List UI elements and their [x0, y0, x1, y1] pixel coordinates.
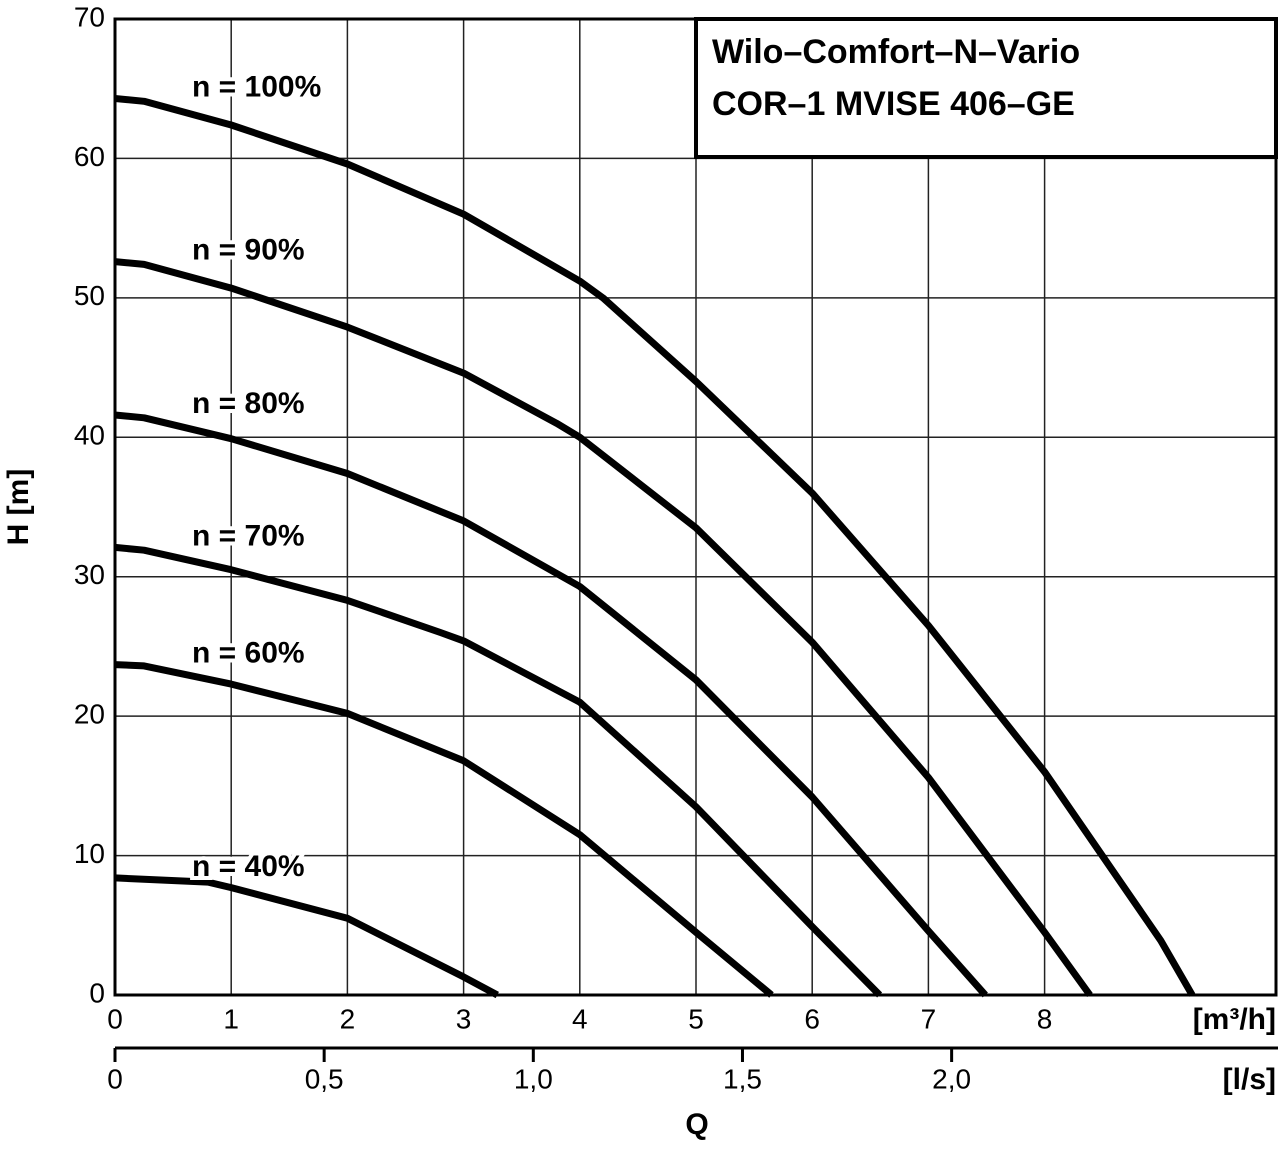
series-label: n = 60%	[192, 636, 305, 669]
series-label: n = 80%	[192, 387, 305, 420]
x-tick-label: 7	[921, 1003, 937, 1034]
x-tick-label: 0	[107, 1003, 123, 1034]
title-line: Wilo–Comfort–N–Vario	[712, 33, 1080, 71]
series-label: n = 100%	[192, 70, 321, 103]
x-tick-label: 3	[456, 1003, 472, 1034]
x2-tick-label: 0	[107, 1063, 123, 1094]
y-tick-label: 20	[74, 699, 105, 730]
y-tick-label: 40	[74, 420, 105, 451]
x-unit-label: [m³/h]	[1193, 1003, 1276, 1036]
curves	[114, 95, 1196, 999]
y-tick-label: 10	[74, 838, 105, 869]
x-tick-label: 5	[688, 1003, 704, 1034]
title-line: COR–1 MVISE 406–GE	[712, 85, 1075, 123]
curve	[114, 543, 883, 998]
x2-tick-label: 1,0	[514, 1063, 553, 1094]
x-tick-label: 2	[340, 1003, 356, 1034]
x2-unit-label: [l/s]	[1223, 1063, 1276, 1096]
y-tick-label: 60	[74, 141, 105, 172]
y-tick-label: 0	[89, 977, 105, 1008]
title-box	[694, 17, 1278, 159]
curve	[114, 95, 1196, 997]
x2-tick-label: 1,5	[723, 1063, 762, 1094]
curve	[114, 661, 774, 998]
x-tick-label: 4	[572, 1003, 588, 1034]
curve	[114, 411, 988, 998]
x-tick-label: 8	[1037, 1003, 1053, 1034]
series-label: n = 70%	[192, 519, 305, 552]
y-axis-label: H [m]	[2, 469, 35, 546]
labels: 0 10 20 30 40 50 60 70 0 1 2 3 4 5 6 7 8 0 0,5 1,0 1,5 2,0 n =…	[74, 1, 1053, 1094]
x2-tick-label: 0,5	[305, 1063, 344, 1094]
y-tick-label: 30	[74, 559, 105, 590]
y-tick-label: 70	[74, 1, 105, 32]
x-tick-label: 1	[223, 1003, 239, 1034]
curve	[114, 874, 499, 999]
series-label: n = 40%	[192, 850, 305, 883]
y-tick-label: 50	[74, 280, 105, 311]
curve	[114, 258, 1093, 998]
series-label: n = 90%	[192, 234, 305, 267]
x-tick-label: 6	[804, 1003, 820, 1034]
x2-tick-label: 2,0	[932, 1063, 971, 1094]
x-axis-label: Q	[685, 1108, 708, 1141]
